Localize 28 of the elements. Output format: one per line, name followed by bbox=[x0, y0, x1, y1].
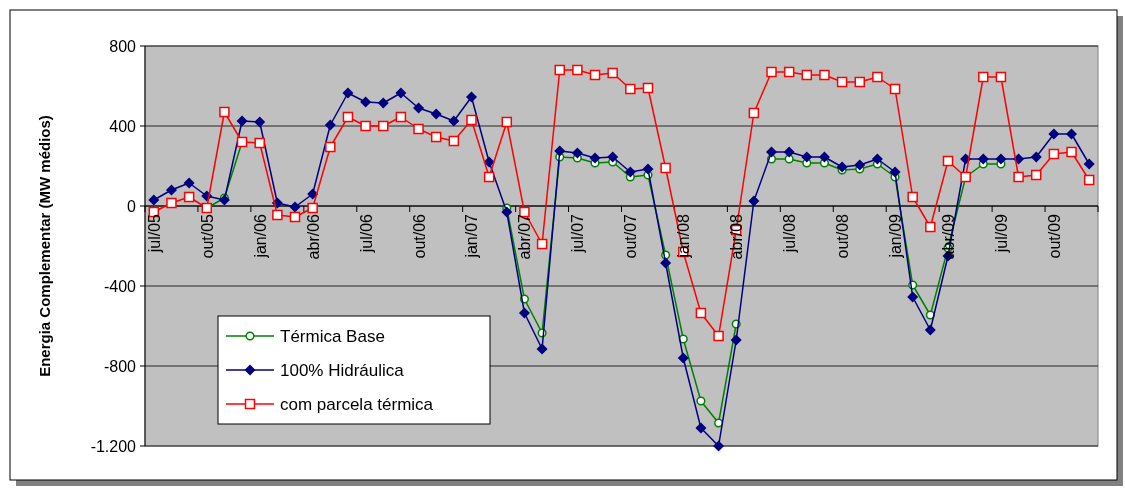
x-tick-label: out/08 bbox=[834, 213, 852, 259]
x-tick-label: abr/09 bbox=[939, 213, 957, 260]
x-tick-label: abr/08 bbox=[728, 213, 746, 260]
x-tick-label: out/07 bbox=[622, 213, 640, 259]
x-tick-label: out/05 bbox=[198, 213, 216, 259]
x-tick-label: abr/07 bbox=[516, 213, 534, 260]
y-tick-label: -400 bbox=[103, 277, 137, 295]
x-tick-label: jul/09 bbox=[992, 213, 1010, 254]
y-tick-label: 800 bbox=[109, 37, 137, 55]
x-tick-label: out/06 bbox=[410, 213, 428, 259]
y-tick-label: 0 bbox=[127, 197, 137, 215]
x-tick-label: jan/07 bbox=[463, 213, 481, 259]
y-tick-label: 400 bbox=[109, 117, 137, 135]
x-tick-label: jan/08 bbox=[675, 213, 693, 259]
x-tick-label: abr/06 bbox=[304, 213, 322, 260]
x-tick-label: jul/08 bbox=[781, 213, 799, 254]
x-tick-label: jul/06 bbox=[357, 213, 375, 254]
x-tick-label: jul/07 bbox=[569, 213, 587, 254]
legend-label: 100% Hidráulica bbox=[280, 360, 405, 380]
x-tick-label: out/09 bbox=[1045, 213, 1063, 259]
y-tick-label: -800 bbox=[103, 357, 137, 375]
x-tick-label: jan/09 bbox=[887, 213, 905, 259]
y-tick-label: -1.200 bbox=[90, 437, 137, 455]
y-axis-title: Energia Complementar (MW médios) bbox=[36, 115, 53, 377]
x-tick-label: jan/06 bbox=[251, 213, 269, 259]
legend-label: com parcela térmica bbox=[280, 394, 434, 414]
legend-label: Térmica Base bbox=[280, 326, 385, 346]
x-tick-label: jul/05 bbox=[145, 213, 163, 254]
